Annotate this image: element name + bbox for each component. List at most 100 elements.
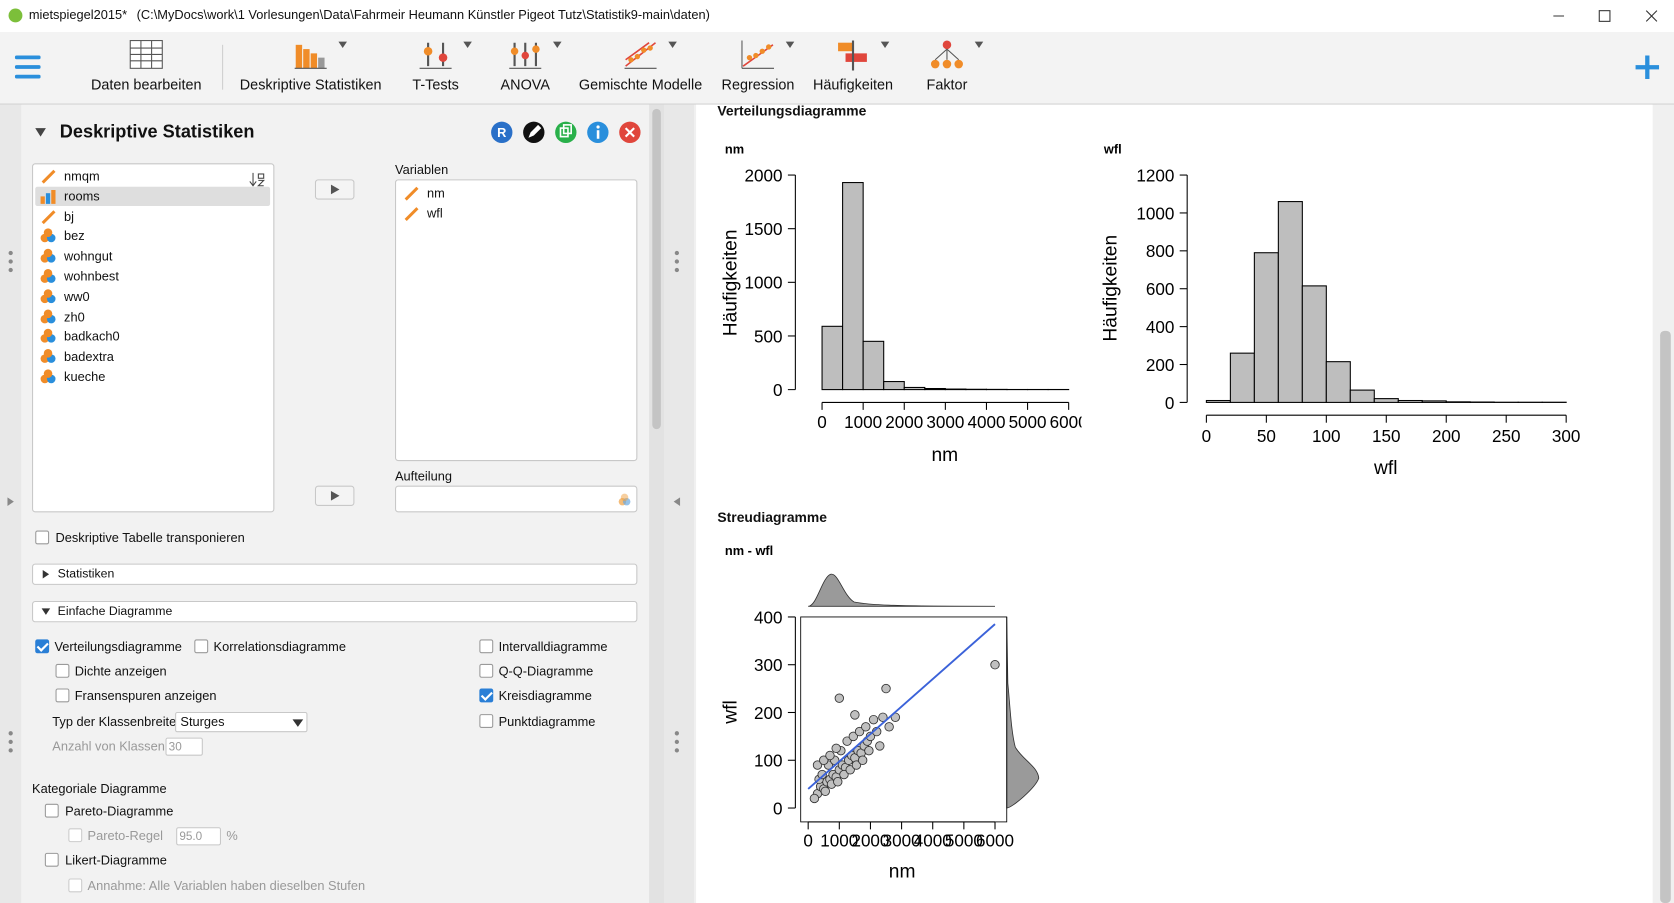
scatter-point bbox=[884, 722, 894, 732]
checkbox[interactable] bbox=[35, 639, 50, 654]
y-tick-label: 2000 bbox=[745, 166, 783, 185]
analysis-buttons[interactable]: R bbox=[489, 120, 644, 146]
variable-icon bbox=[40, 189, 56, 204]
checkbox[interactable] bbox=[68, 828, 83, 843]
scatter-point bbox=[812, 760, 823, 770]
scatter-point bbox=[854, 726, 865, 737]
add-module[interactable] bbox=[1633, 53, 1661, 81]
toolbar-icon bbox=[741, 40, 775, 69]
variable-item[interactable]: kueche bbox=[64, 369, 106, 385]
histogram-bar bbox=[883, 381, 905, 391]
list-highlight[interactable] bbox=[35, 186, 271, 206]
toolbar-button[interactable]: Daten bearbeiten bbox=[90, 76, 202, 93]
checkbox[interactable] bbox=[479, 688, 494, 703]
checkbox[interactable] bbox=[44, 803, 59, 818]
toolbar-button[interactable]: Gemischte Modelle bbox=[578, 76, 703, 93]
selected-variable[interactable]: nm bbox=[427, 185, 445, 201]
dropdown-arrow bbox=[668, 41, 677, 49]
x-tick-label: 0 bbox=[1202, 427, 1212, 446]
checkbox[interactable] bbox=[55, 688, 70, 703]
variable-item[interactable]: ww0 bbox=[64, 289, 90, 304]
toolbar bbox=[0, 32, 1674, 105]
variable-item[interactable]: nmqm bbox=[64, 168, 100, 184]
variable-item[interactable]: zh0 bbox=[64, 309, 85, 325]
y-tick-label: 1000 bbox=[1136, 204, 1174, 223]
checkbox-label: Annahme: Alle Variablen haben dieselben … bbox=[87, 878, 366, 894]
regression-line bbox=[807, 623, 996, 790]
section-header[interactable] bbox=[32, 563, 638, 585]
variable-item[interactable]: wohnbest bbox=[64, 268, 119, 284]
checkbox-label: Likert-Diagramme bbox=[65, 852, 167, 868]
toolbar-button[interactable]: Deskriptive Statistiken bbox=[239, 76, 382, 93]
variable-item[interactable]: wohngut bbox=[64, 248, 113, 264]
variable-icon bbox=[404, 206, 419, 221]
y-tick-label: 0 bbox=[1165, 394, 1175, 413]
checkbox-label: Kreisdiagramme bbox=[498, 688, 592, 704]
variable-icon bbox=[404, 186, 419, 201]
selected-variable[interactable]: wfl bbox=[427, 205, 443, 221]
variable-list[interactable] bbox=[32, 163, 275, 513]
app-icon bbox=[8, 8, 23, 23]
assign-split-button[interactable] bbox=[314, 485, 355, 506]
section-title: Einfache Diagramme bbox=[57, 605, 173, 619]
histogram-bar bbox=[1277, 201, 1303, 403]
checkbox[interactable] bbox=[479, 663, 494, 678]
checkbox[interactable] bbox=[479, 714, 494, 728]
bin-type-value: Sturges bbox=[180, 714, 225, 730]
checkbox[interactable] bbox=[55, 663, 70, 678]
scatter-point bbox=[878, 712, 888, 722]
toolbar-button[interactable]: Faktor bbox=[926, 76, 968, 93]
file-path: (C:\MyDocs\work\1 Vorlesungen\Data\Fahrm… bbox=[136, 7, 710, 23]
x-tick-label: 200 bbox=[1432, 427, 1461, 446]
x-tick-label: 150 bbox=[1372, 427, 1401, 446]
checkbox[interactable] bbox=[194, 639, 209, 654]
variable-item[interactable]: bj bbox=[64, 208, 75, 224]
menu-button[interactable] bbox=[13, 53, 43, 81]
window-controls[interactable] bbox=[1537, 0, 1674, 32]
selected-variables[interactable] bbox=[395, 179, 638, 462]
histogram-bar bbox=[842, 182, 864, 391]
section-header[interactable] bbox=[32, 600, 638, 623]
y-tick-label: 1000 bbox=[745, 274, 783, 293]
scatter-point bbox=[865, 731, 876, 742]
checkbox-label: Korrelationsdiagramme bbox=[213, 639, 346, 655]
x-axis-label: wfl bbox=[1373, 458, 1397, 479]
sort-button[interactable] bbox=[249, 171, 266, 188]
toolbar-button[interactable]: Regression bbox=[721, 76, 795, 93]
scatter-point bbox=[831, 743, 841, 754]
bin-count-input[interactable] bbox=[165, 737, 203, 756]
variable-item[interactable]: badkach0 bbox=[64, 329, 120, 345]
pareto-input[interactable] bbox=[176, 827, 221, 846]
dropdown-arrow bbox=[785, 41, 795, 49]
x-tick-label: 100 bbox=[1312, 427, 1341, 446]
group-title: Kategoriale Diagramme bbox=[32, 781, 167, 797]
checkbox-label: Deskriptive Tabelle transponieren bbox=[55, 530, 245, 546]
variable-item[interactable]: badextra bbox=[64, 349, 114, 365]
bin-type-select[interactable] bbox=[175, 711, 308, 733]
checkbox[interactable] bbox=[44, 852, 59, 867]
variable-item[interactable]: rooms bbox=[64, 188, 100, 204]
checkbox[interactable] bbox=[68, 878, 83, 893]
checkbox[interactable] bbox=[35, 530, 50, 545]
assign-button[interactable] bbox=[314, 179, 355, 200]
checkbox-label: Punktdiagramme bbox=[498, 714, 596, 730]
options-scrollbar[interactable] bbox=[649, 104, 665, 903]
toolbar-button[interactable]: Häufigkeiten bbox=[812, 76, 894, 93]
r-button[interactable]: R bbox=[497, 125, 506, 140]
x-tick-label: 3000 bbox=[926, 413, 964, 432]
collapse-arrow[interactable] bbox=[34, 126, 47, 139]
histogram-bar bbox=[944, 388, 967, 391]
scatter-point bbox=[845, 765, 855, 775]
x-tick-label: 4000 bbox=[914, 831, 952, 850]
y-axis-label: Häufigkeiten bbox=[721, 229, 742, 336]
variable-item[interactable]: bez bbox=[64, 228, 85, 244]
chart-title: nm bbox=[725, 142, 744, 157]
checkbox[interactable] bbox=[479, 639, 494, 654]
toolbar-button[interactable]: T-Tests bbox=[412, 76, 459, 93]
variable-icon bbox=[41, 169, 56, 184]
scatter-point bbox=[881, 683, 891, 694]
toolbar-button[interactable]: ANOVA bbox=[500, 76, 550, 93]
results-scrollbar[interactable] bbox=[1656, 104, 1674, 903]
split-box[interactable] bbox=[395, 485, 638, 513]
